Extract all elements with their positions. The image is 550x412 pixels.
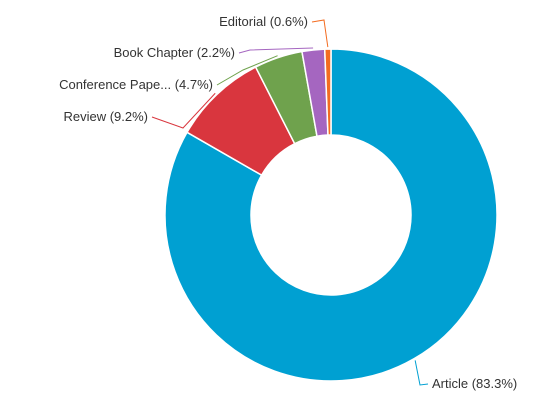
slices-layer [164, 48, 498, 382]
leader-line-conference-pape [216, 55, 278, 86]
leader-line-editorial [311, 19, 329, 48]
leader-line-review [151, 92, 216, 129]
slice-label-review: Review (9.2%) [63, 109, 148, 124]
slice-label-article: Article (83.3%) [432, 376, 517, 391]
slice-label-book-chapter: Book Chapter (2.2%) [114, 45, 235, 60]
slice-label-conference-pape: Conference Pape... (4.7%) [59, 77, 213, 92]
slice-article[interactable] [164, 48, 498, 382]
leader-lines-layer [151, 19, 429, 386]
slice-label-editorial: Editorial (0.6%) [219, 14, 308, 29]
labels-layer: Article (83.3%) Review (9.2%) Conference P… [59, 14, 517, 391]
slice-editorial[interactable] [323, 48, 332, 136]
leader-line-article [414, 360, 429, 386]
leader-line-book-chapter [238, 47, 314, 54]
